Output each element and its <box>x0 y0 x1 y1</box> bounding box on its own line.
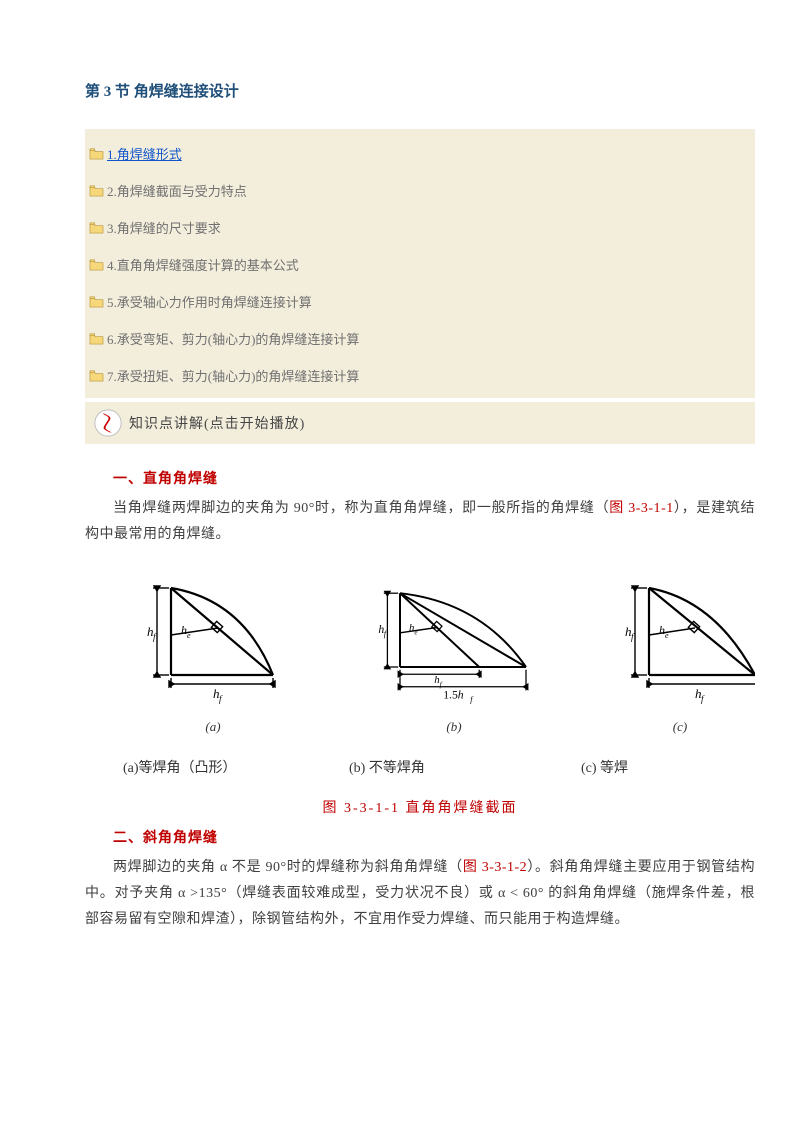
folder-icon <box>89 184 104 197</box>
folder-icon <box>89 221 104 234</box>
folder-icon <box>89 295 104 308</box>
svg-text:f: f <box>219 694 223 704</box>
folder-icon <box>89 332 104 345</box>
toc-item-label: 4.直角角焊缝强度计算的基本公式 <box>107 255 299 274</box>
toc-item-label: 5.承受轴心力作用时角焊缝连接计算 <box>107 292 312 311</box>
diagram-b: hf he hf 1.5hf (b) <box>364 570 544 735</box>
document-page: 第 3 节 角焊缝连接设计 1.角焊缝形式 2.角焊缝截面与受力特点 3.角焊缝… <box>0 0 800 980</box>
toc-item-7[interactable]: 7.承受扭矩、剪力(轴心力)的角焊缝连接计算 <box>89 357 751 394</box>
diagram-c: hf he hf (c) <box>605 570 755 735</box>
figure-caption: 图 3-3-1-1 直角角焊缝截面 <box>85 797 755 817</box>
diagram-sub-c: (c) <box>605 719 755 735</box>
folder-icon <box>89 258 104 271</box>
chapter-title: 第 3 节 角焊缝连接设计 <box>85 80 755 101</box>
toc-item-1[interactable]: 1.角焊缝形式 <box>89 135 751 172</box>
flash-play-icon <box>93 408 123 438</box>
toc-item-6[interactable]: 6.承受弯矩、剪力(轴心力)的角焊缝连接计算 <box>89 320 751 357</box>
play-label: 知识点讲解(点击开始播放) <box>129 413 305 433</box>
folder-icon <box>89 147 104 160</box>
toc-item-label: 7.承受扭矩、剪力(轴心力)的角焊缝连接计算 <box>107 366 359 385</box>
toc-item-2[interactable]: 2.角焊缝截面与受力特点 <box>89 172 751 209</box>
svg-text:f: f <box>470 695 474 704</box>
section-1-title: 一、直角角焊缝 <box>113 468 755 488</box>
weld-diagram-a: hf he hf <box>123 570 303 710</box>
toc-item-label: 6.承受弯矩、剪力(轴心力)的角焊缝连接计算 <box>107 329 359 348</box>
diagram-sub-a: (a) <box>123 719 303 735</box>
section-2-paragraph: 两焊脚边的夹角 α 不是 90°时的焊缝称为斜角角焊缝（图 3-3-1-2）。斜… <box>85 855 755 933</box>
svg-text:f: f <box>701 694 705 704</box>
caption-b: (b) 不等焊角 <box>349 757 581 777</box>
diagram-captions: (a)等焊角（凸形） (b) 不等焊角 (c) 等焊 <box>123 757 755 777</box>
section-1-paragraph: 当角焊缝两焊脚边的夹角为 90°时，称为直角角焊缝，即一般所指的角焊缝（图 3-… <box>85 496 755 548</box>
caption-c: (c) 等焊 <box>581 757 628 777</box>
para-text: 当角焊缝两焊脚边的夹角为 90°时，称为直角角焊缝，即一般所指的角焊缝（ <box>113 501 609 516</box>
svg-text:e: e <box>665 631 669 640</box>
toc-list: 1.角焊缝形式 2.角焊缝截面与受力特点 3.角焊缝的尺寸要求 4.直角角焊缝强… <box>85 129 755 398</box>
svg-text:1.5h: 1.5h <box>443 688 464 701</box>
diagram-a: hf he hf (a) <box>123 570 303 735</box>
play-bar[interactable]: 知识点讲解(点击开始播放) <box>85 402 755 444</box>
toc-item-label: 2.角焊缝截面与受力特点 <box>107 181 247 200</box>
figure-ref: 图 3-3-1-2 <box>463 860 527 875</box>
weld-diagram-c: hf he hf <box>605 570 755 710</box>
diagram-sub-b: (b) <box>364 719 544 735</box>
folder-icon <box>89 369 104 382</box>
section-2-title: 二、斜角角焊缝 <box>113 827 755 847</box>
weld-diagram-b: hf he hf 1.5hf <box>364 570 544 710</box>
toc-item-4[interactable]: 4.直角角焊缝强度计算的基本公式 <box>89 246 751 283</box>
figure-ref: 图 3-3-1-1 <box>609 501 673 516</box>
diagram-row: hf he hf (a) <box>123 570 755 735</box>
caption-a: (a)等焊角（凸形） <box>123 757 349 777</box>
toc-item-5[interactable]: 5.承受轴心力作用时角焊缝连接计算 <box>89 283 751 320</box>
svg-text:e: e <box>187 631 191 640</box>
para-text: 两焊脚边的夹角 α 不是 90°时的焊缝称为斜角角焊缝（ <box>113 860 463 875</box>
svg-text:f: f <box>440 681 443 689</box>
toc-item-3[interactable]: 3.角焊缝的尺寸要求 <box>89 209 751 246</box>
toc-item-label: 1.角焊缝形式 <box>107 144 182 163</box>
toc-item-label: 3.角焊缝的尺寸要求 <box>107 218 221 237</box>
